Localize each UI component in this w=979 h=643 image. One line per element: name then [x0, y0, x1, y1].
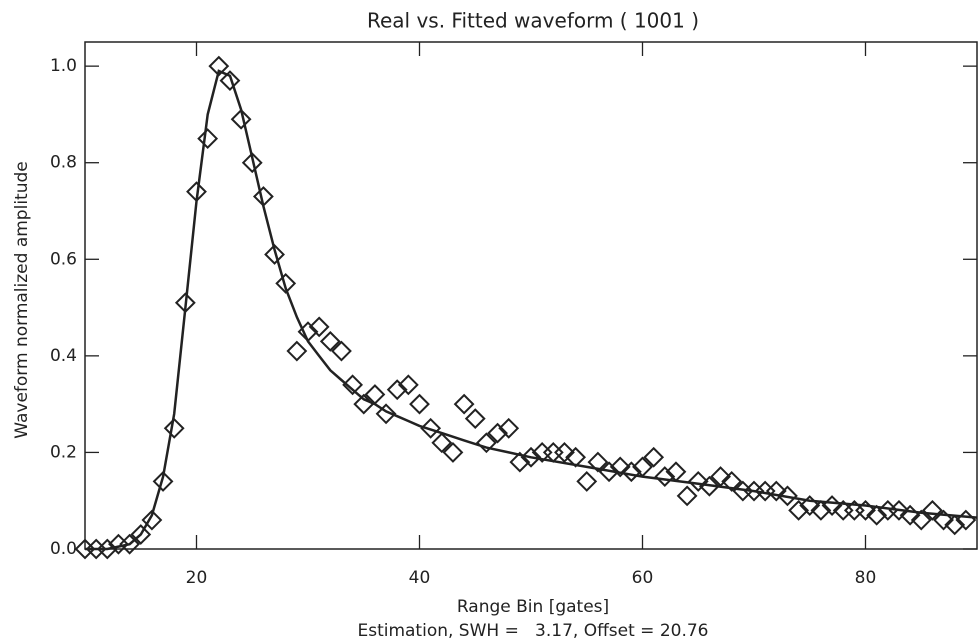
- y-axis-label: Waveform normalized amplitude: [12, 161, 32, 438]
- data-point: [219, 70, 241, 92]
- data-point: [331, 340, 352, 362]
- x-tick-label: 40: [409, 568, 431, 588]
- data-point: [130, 524, 152, 545]
- data-point: [453, 393, 475, 415]
- data-point: [397, 374, 419, 396]
- data-point: [721, 470, 743, 492]
- data-point: [308, 316, 330, 338]
- data-point: [286, 340, 308, 362]
- data-point: [933, 509, 954, 531]
- data-point: [765, 480, 787, 502]
- data-point: [910, 509, 932, 531]
- x-axis-label: Range Bin [gates]: [457, 597, 609, 617]
- data-point: [386, 379, 408, 401]
- annotation: Estimation, SWH = 3.17, Offset = 20.76: [357, 621, 708, 641]
- data-point: [799, 495, 821, 516]
- data-point: [487, 422, 508, 444]
- y-tick-label: 1.0: [50, 56, 77, 76]
- data-point: [431, 432, 453, 454]
- data-point: [375, 403, 397, 425]
- data-point: [676, 485, 698, 507]
- data-point: [420, 417, 442, 439]
- data-point: [197, 128, 219, 149]
- data-point: [866, 504, 888, 526]
- data-point: [576, 470, 598, 492]
- data-point: [475, 432, 497, 454]
- data-point: [565, 446, 587, 468]
- data-point: [654, 466, 676, 487]
- data-point: [241, 152, 263, 174]
- data-point: [643, 446, 665, 468]
- y-tick-label: 0.8: [50, 153, 77, 173]
- data-point: [620, 461, 642, 483]
- data-point: [163, 417, 185, 439]
- data-point: [554, 442, 575, 463]
- data-point: [96, 538, 118, 560]
- y-tick-label: 0.4: [50, 346, 77, 366]
- data-point: [230, 108, 252, 130]
- plot-frame: [84, 41, 978, 550]
- chart-title: Real vs. Fitted waveform ( 1001 ): [367, 9, 699, 33]
- data-point: [442, 442, 464, 463]
- data-point: [587, 451, 609, 473]
- data-point: [409, 393, 430, 415]
- data-point: [509, 451, 531, 473]
- data-point: [888, 499, 910, 521]
- data-point: [319, 330, 341, 352]
- data-point: [687, 470, 709, 492]
- x-tick-label: 20: [186, 568, 208, 588]
- data-point: [152, 470, 174, 492]
- data-point: [810, 499, 832, 521]
- data-point: [520, 446, 542, 468]
- data-point: [944, 514, 966, 536]
- x-tick-label: 80: [855, 568, 877, 588]
- y-tick-label: 0.0: [50, 539, 77, 559]
- data-point: [342, 374, 364, 396]
- data-point: [498, 417, 520, 439]
- data-point: [609, 456, 631, 478]
- y-tick-label: 0.6: [50, 249, 77, 269]
- data-point: [777, 485, 798, 507]
- data-point: [275, 273, 297, 294]
- data-point: [264, 244, 285, 265]
- data-point: [788, 499, 810, 521]
- data-point: [119, 533, 141, 555]
- fit-line: [85, 69, 978, 551]
- y-tick-label: 0.2: [50, 442, 77, 462]
- x-tick-label: 60: [632, 568, 654, 588]
- data-point: [141, 509, 163, 531]
- data-point: [464, 408, 486, 430]
- data-point: [921, 499, 943, 521]
